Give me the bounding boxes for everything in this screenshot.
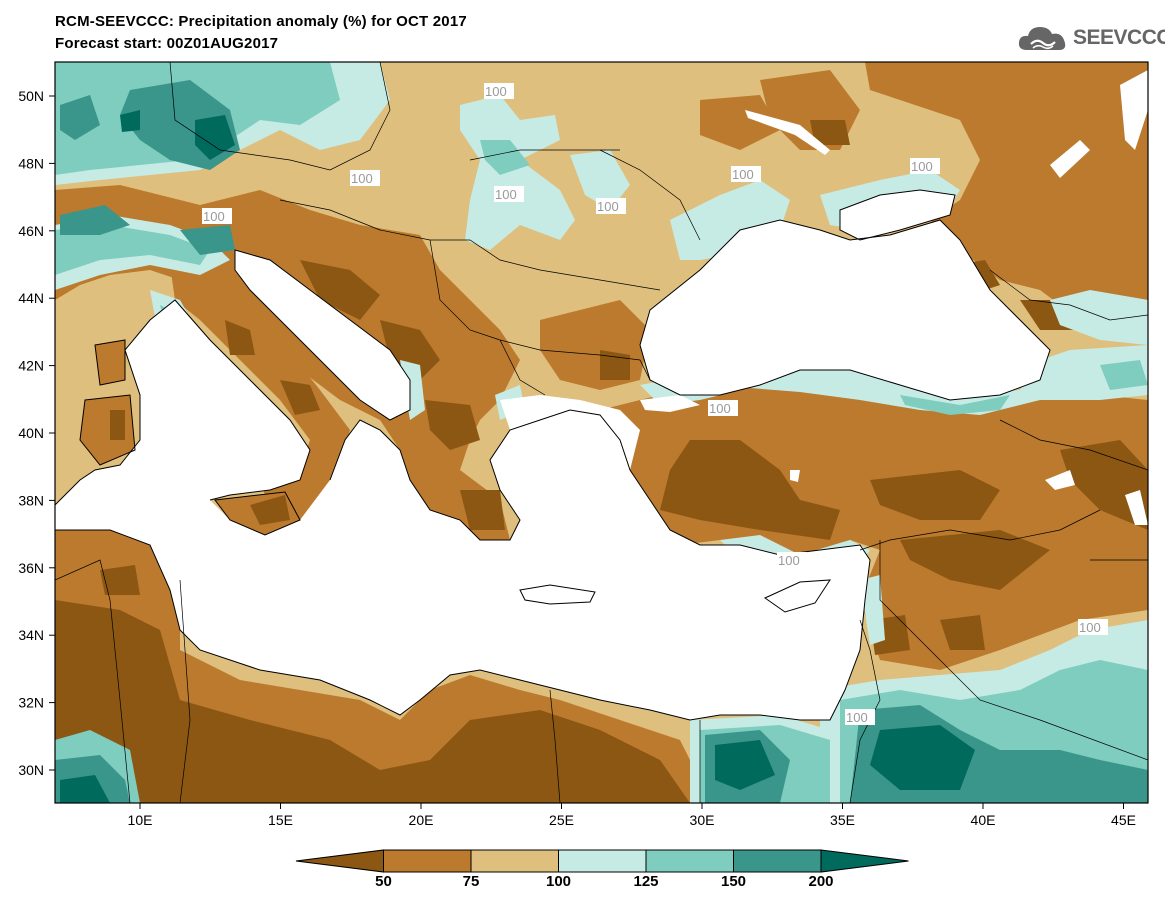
lon-tick-label: 45E — [1111, 812, 1136, 828]
lon-tick-label: 20E — [409, 812, 434, 828]
colorbar-label: 75 — [462, 873, 480, 890]
colorbar-segment — [645, 849, 734, 873]
contour-label: 100 — [495, 187, 517, 202]
lon-tick-label: 30E — [690, 812, 715, 828]
contour-label: 100 — [485, 84, 507, 99]
lon-tick-label: 15E — [268, 812, 293, 828]
colorbar-lower-extend — [295, 849, 384, 873]
colorbar-segment — [558, 849, 647, 873]
contour-label: 100 — [203, 209, 225, 224]
lon-tick-label: 10E — [128, 812, 153, 828]
lon-tick-label: 35E — [830, 812, 855, 828]
lat-tick-label: 36N — [18, 560, 44, 576]
field-lt-50 — [55, 120, 1148, 803]
lat-tick-label: 40N — [18, 425, 44, 441]
colorbar-label: 100 — [545, 873, 572, 890]
colorbar-segment — [733, 849, 822, 873]
lat-tick-label: 44N — [18, 290, 44, 306]
contour-label: 100 — [778, 553, 800, 568]
lat-tick-label: 42N — [18, 358, 44, 374]
sea-mask — [55, 70, 1148, 720]
lat-tick-label: 32N — [18, 695, 44, 711]
contour-label: 100 — [911, 159, 933, 174]
colorbar-label: 50 — [375, 873, 392, 890]
cloud-icon — [1018, 27, 1066, 50]
colorbar-label: 125 — [633, 873, 659, 890]
lat-tick-label: 34N — [18, 627, 44, 643]
colorbar-label: 150 — [720, 873, 747, 890]
colorbar — [295, 849, 909, 873]
latitude-axis: 50N 48N 46N 44N 42N 40N 38N 36N 34N 32N 30N — [18, 88, 55, 778]
coastlines — [55, 189, 1051, 721]
anomaly-field: 100 100 100 100 100 100 100 100 100 100 … — [55, 62, 1148, 803]
contour-label: 100 — [732, 167, 754, 182]
logo-text: SEEVCCC — [1073, 26, 1165, 49]
field-gt-200 — [60, 110, 975, 803]
lat-tick-label: 30N — [18, 762, 44, 778]
country-borders — [55, 62, 1148, 803]
lat-tick-label: 38N — [18, 492, 44, 508]
longitude-axis: 10E 15E 20E 25E 30E 35E 40E 45E — [128, 803, 1136, 828]
lat-tick-label: 48N — [18, 155, 44, 171]
lat-tick-label: 50N — [18, 88, 44, 104]
lon-tick-label: 25E — [549, 812, 574, 828]
contour-label: 100 — [351, 171, 373, 186]
contour-label: 100 — [709, 401, 731, 416]
contour-label: 100 — [597, 199, 619, 214]
seevccc-logo: SEEVCCC — [1017, 21, 1165, 55]
colorbar-upper-extend — [820, 849, 909, 873]
contour-label: 100 — [846, 710, 868, 725]
colorbar-segment — [383, 849, 472, 873]
colorbar-label: 200 — [808, 873, 834, 890]
contour-label: 100 — [1079, 620, 1101, 635]
map-title: RCM-SEEVCCC: Precipitation anomaly (%) f… — [55, 13, 467, 30]
contour-labels: 100 100 100 100 100 100 100 100 100 100 … — [202, 83, 1108, 725]
forecast-start: Forecast start: 00Z01AUG2017 — [55, 35, 279, 52]
colorbar-segment — [470, 849, 559, 873]
lat-tick-label: 46N — [18, 223, 44, 239]
lon-tick-label: 40E — [971, 812, 996, 828]
